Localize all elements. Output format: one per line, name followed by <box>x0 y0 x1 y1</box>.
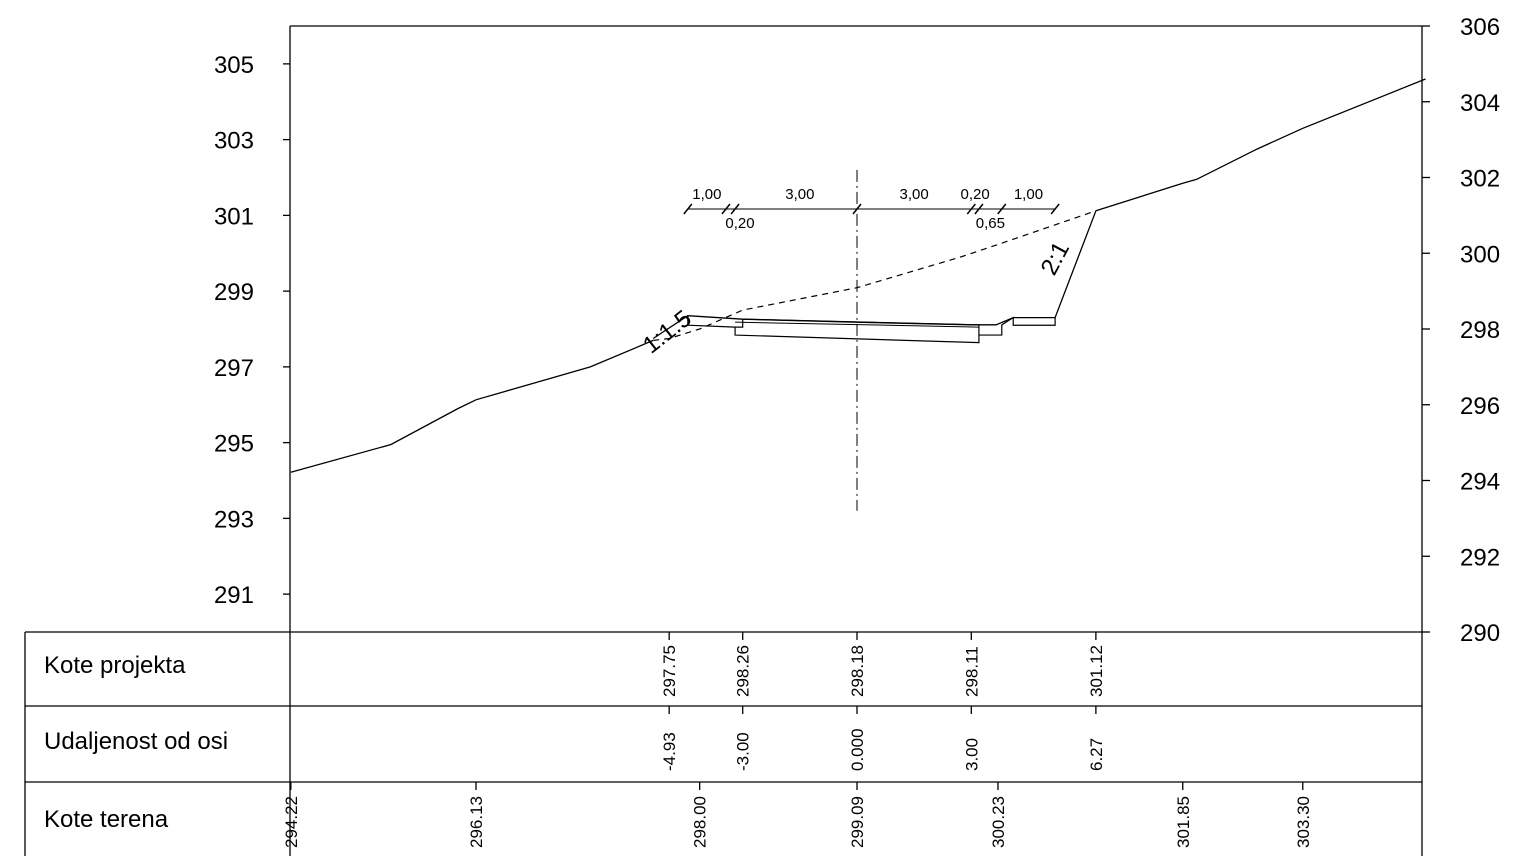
udaljenost-value: 6.27 <box>1087 738 1106 771</box>
dimension-line: 1,00 3,00 3,00 0,20 1,000,20 0,65 <box>683 186 1060 232</box>
dimension-label: 0,20 <box>725 215 754 232</box>
design-line <box>652 210 1097 340</box>
left-tick-label: 301 <box>214 203 254 230</box>
kote-terena-value: 303.30 <box>1294 796 1313 848</box>
kote-terena-value: 301.85 <box>1174 796 1193 848</box>
row-label-kote-projekta: Kote projekta <box>44 652 186 679</box>
dimension-label: 0,65 <box>976 215 1005 232</box>
kote-terena-value: 299.09 <box>848 796 867 848</box>
kote-terena-value: 300.23 <box>989 796 1008 848</box>
kote-projekta-value: 298.26 <box>734 645 753 697</box>
dimension-label: 3,00 <box>785 186 814 203</box>
row-label-kote-terena: Kote terena <box>44 806 169 833</box>
drawing-frame <box>24 25 1423 856</box>
left-tick-label: 291 <box>214 582 254 609</box>
right-tick-label: 292 <box>1460 544 1500 571</box>
udaljenost-value: -4.93 <box>660 732 679 771</box>
data-table: 297.75 298.26 298.18 298.11 301.12 -4.93 -3.00… <box>282 632 1313 848</box>
terrain-line-left <box>290 339 654 473</box>
left-tick-label: 293 <box>214 506 254 533</box>
right-tick-label: 298 <box>1460 317 1500 344</box>
dimension-tick <box>966 203 976 215</box>
left-tick-label: 305 <box>214 52 254 79</box>
profile-lines: 1:1.5 2:1 <box>290 78 1426 511</box>
left-tick-label: 303 <box>214 128 254 155</box>
dimension-tick <box>683 203 693 215</box>
left-tick-label: 299 <box>214 279 254 306</box>
kote-terena-value: 294.22 <box>282 796 301 848</box>
kote-terena-value: 296.13 <box>467 796 486 848</box>
dimension-tick <box>1050 203 1060 215</box>
kote-projekta-value: 297.75 <box>660 645 679 697</box>
dimension-tick <box>974 203 984 215</box>
right-tick-label: 306 <box>1460 14 1500 41</box>
dimension-tick <box>852 203 862 215</box>
udaljenost-value: -3.00 <box>734 732 753 771</box>
slope-label-right: 2:1 <box>1036 237 1076 279</box>
shoulder-right <box>978 316 1056 336</box>
kote-terena-value: 298.00 <box>691 796 710 848</box>
dimension-tick <box>730 203 740 215</box>
kote-projekta-value: 301.12 <box>1087 645 1106 697</box>
kote-projekta-value: 298.11 <box>962 646 981 697</box>
row-label-udaljenost: Udaljenost od osi <box>44 728 229 755</box>
dimension-label: 3,00 <box>900 186 929 203</box>
right-tick-label: 300 <box>1460 241 1500 268</box>
pavement-layer <box>734 318 980 344</box>
udaljenost-value: 3.00 <box>962 738 981 771</box>
dimension-label: 1,00 <box>692 186 721 203</box>
dimension-label: 1,00 <box>1014 186 1043 203</box>
left-tick-label: 297 <box>214 355 254 382</box>
slope-label-left: 1:1.5 <box>638 305 697 359</box>
right-tick-label: 304 <box>1460 90 1500 117</box>
right-tick-label: 296 <box>1460 393 1500 420</box>
dimension-label: 0,20 <box>961 186 990 203</box>
terrain-line-dashed <box>653 210 1097 341</box>
right-tick-label: 290 <box>1460 620 1500 647</box>
terrain-line-right <box>1095 78 1426 212</box>
shoulder-left <box>687 315 736 328</box>
right-tick-label: 302 <box>1460 166 1500 193</box>
kote-projekta-value: 298.18 <box>848 645 867 697</box>
dimension-tick <box>721 203 731 215</box>
elevation-axes: 305 303 301 299 297 295 293 291 306 304 302 300 298 2… <box>214 14 1500 647</box>
right-tick-label: 294 <box>1460 469 1500 496</box>
dimension-tick <box>997 203 1007 215</box>
left-tick-label: 295 <box>214 431 254 458</box>
udaljenost-value: 0.000 <box>848 728 867 771</box>
